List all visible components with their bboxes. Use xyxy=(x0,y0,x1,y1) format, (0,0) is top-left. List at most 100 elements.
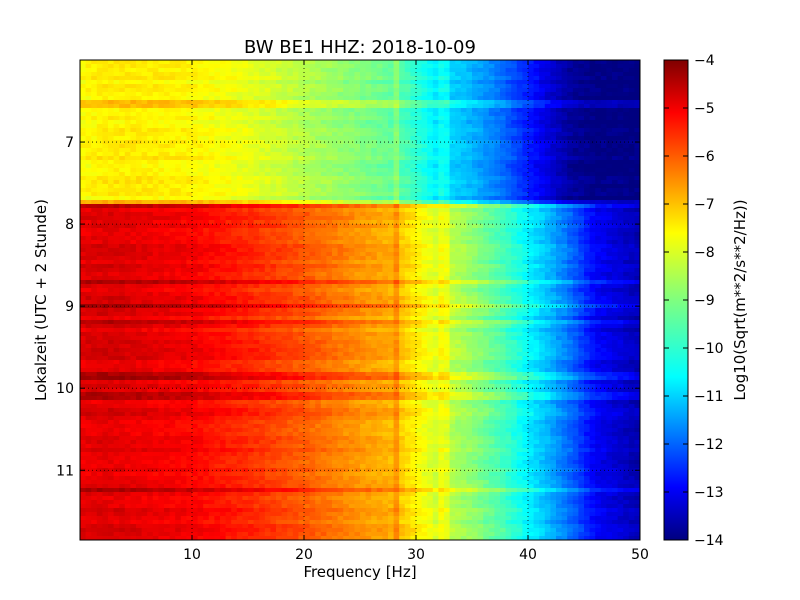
heatmap-cell xyxy=(343,236,350,241)
heatmap-cell xyxy=(164,136,171,141)
heatmap-cell xyxy=(382,148,389,153)
heatmap-cell xyxy=(136,200,143,205)
heatmap-cell xyxy=(332,168,339,173)
heatmap-cell xyxy=(444,160,451,165)
heatmap-cell xyxy=(309,200,316,205)
heatmap-cell xyxy=(225,220,232,225)
heatmap-cell xyxy=(119,236,126,241)
heatmap-cell xyxy=(444,172,451,177)
heatmap-cell xyxy=(444,108,451,113)
heatmap-cell xyxy=(612,116,619,121)
heatmap-cell xyxy=(354,104,361,109)
heatmap-cell xyxy=(119,176,126,181)
heatmap-cell xyxy=(220,212,227,217)
heatmap-cell xyxy=(561,196,568,201)
heatmap-cell xyxy=(208,224,215,229)
heatmap-cell xyxy=(298,60,305,65)
heatmap-cell xyxy=(522,176,529,181)
heatmap-cell xyxy=(460,192,467,197)
heatmap-cell xyxy=(477,204,484,209)
heatmap-cell xyxy=(556,252,563,257)
heatmap-cell xyxy=(214,64,221,69)
heatmap-cell xyxy=(152,128,159,133)
heatmap-cell xyxy=(393,92,400,97)
heatmap-cell xyxy=(494,160,501,165)
heatmap-cell xyxy=(444,60,451,65)
heatmap-cell xyxy=(203,92,210,97)
heatmap-cell xyxy=(483,212,490,217)
heatmap-cell xyxy=(253,172,260,177)
heatmap-cell xyxy=(309,120,316,125)
heatmap-cell xyxy=(80,156,87,161)
heatmap-cell xyxy=(270,128,277,133)
heatmap-cell xyxy=(180,248,187,253)
heatmap-cell xyxy=(561,180,568,185)
heatmap-cell xyxy=(337,132,344,137)
heatmap-cell xyxy=(455,252,462,257)
heatmap-cell xyxy=(550,228,557,233)
heatmap-cell xyxy=(242,236,249,241)
heatmap-cell xyxy=(96,68,103,73)
heatmap-cell xyxy=(276,216,283,221)
heatmap-cell xyxy=(91,180,98,185)
heatmap-cell xyxy=(500,124,507,129)
heatmap-cell xyxy=(315,224,322,229)
heatmap-cell xyxy=(595,104,602,109)
heatmap-cell xyxy=(276,112,283,117)
heatmap-cell xyxy=(544,148,551,153)
heatmap-cell xyxy=(152,184,159,189)
heatmap-cell xyxy=(225,72,232,77)
heatmap-cell xyxy=(522,180,529,185)
heatmap-cell xyxy=(606,228,613,233)
heatmap-cell xyxy=(494,96,501,101)
heatmap-cell xyxy=(416,188,423,193)
heatmap-cell xyxy=(108,192,115,197)
heatmap-cell xyxy=(292,216,299,221)
heatmap-cell xyxy=(136,72,143,77)
heatmap-cell xyxy=(343,144,350,149)
heatmap-cell xyxy=(175,228,182,233)
heatmap-cell xyxy=(455,144,462,149)
heatmap-cell xyxy=(208,176,215,181)
heatmap-cell xyxy=(281,120,288,125)
heatmap-cell xyxy=(432,140,439,145)
heatmap-cell xyxy=(600,92,607,97)
heatmap-cell xyxy=(572,224,579,229)
heatmap-cell xyxy=(197,240,204,245)
heatmap-cell xyxy=(309,252,316,257)
heatmap-cell xyxy=(320,180,327,185)
heatmap-cell xyxy=(141,80,148,85)
heatmap-cell xyxy=(152,136,159,141)
heatmap-cell xyxy=(152,88,159,93)
heatmap-cell xyxy=(169,220,176,225)
heatmap-cell xyxy=(96,128,103,133)
heatmap-cell xyxy=(505,220,512,225)
heatmap-cell xyxy=(371,72,378,77)
heatmap-cell xyxy=(556,100,563,105)
heatmap-cell xyxy=(516,76,523,81)
heatmap-cell xyxy=(432,128,439,133)
heatmap-cell xyxy=(332,132,339,137)
heatmap-cell xyxy=(460,148,467,153)
heatmap-cell xyxy=(539,184,546,189)
heatmap-cell xyxy=(399,216,406,221)
heatmap-cell xyxy=(192,72,199,77)
heatmap-cell xyxy=(561,236,568,241)
heatmap-cell xyxy=(595,140,602,145)
heatmap-cell xyxy=(399,128,406,133)
heatmap-cell xyxy=(253,236,260,241)
heatmap-cell xyxy=(236,180,243,185)
heatmap-cell xyxy=(354,84,361,89)
heatmap-cell xyxy=(438,68,445,73)
heatmap-cell xyxy=(505,104,512,109)
heatmap-cell xyxy=(225,100,232,105)
heatmap-cell xyxy=(516,180,523,185)
heatmap-cell xyxy=(623,132,630,137)
heatmap-cell xyxy=(505,248,512,253)
heatmap-cell xyxy=(556,132,563,137)
heatmap-cell xyxy=(634,232,640,237)
heatmap-cell xyxy=(460,232,467,237)
heatmap-cell xyxy=(572,116,579,121)
heatmap-cell xyxy=(382,168,389,173)
heatmap-cell xyxy=(455,112,462,117)
